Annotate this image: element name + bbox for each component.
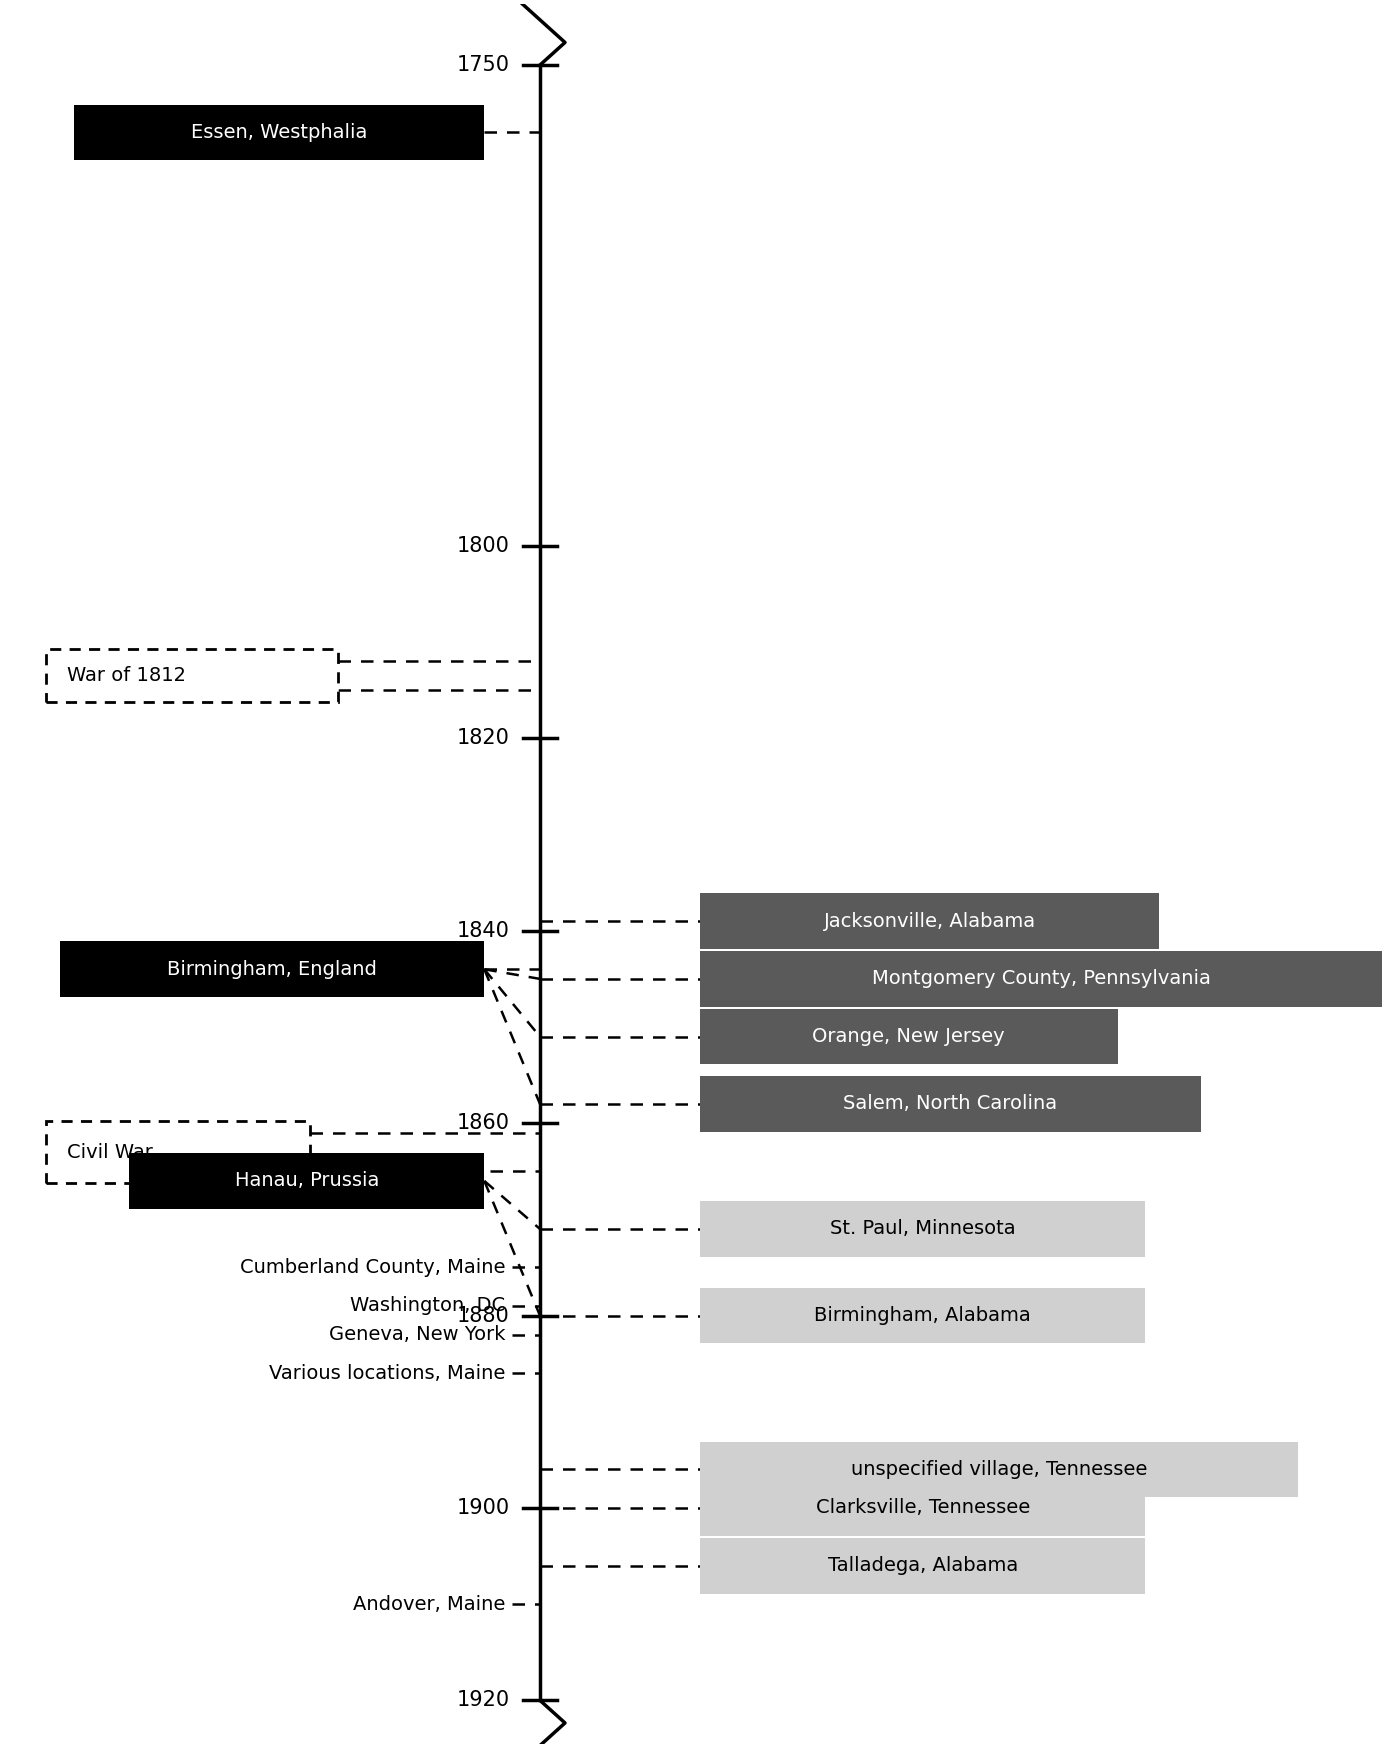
- Text: Clarksville, Tennessee: Clarksville, Tennessee: [816, 1498, 1030, 1517]
- Text: Hanau, Prussia: Hanau, Prussia: [235, 1171, 379, 1190]
- FancyBboxPatch shape: [46, 649, 339, 703]
- Text: Montgomery County, Pennsylvania: Montgomery County, Pennsylvania: [872, 970, 1211, 988]
- FancyBboxPatch shape: [129, 1154, 484, 1208]
- FancyBboxPatch shape: [60, 942, 484, 996]
- FancyBboxPatch shape: [46, 1120, 311, 1183]
- Text: Washington, DC: Washington, DC: [350, 1297, 505, 1316]
- FancyBboxPatch shape: [700, 1009, 1117, 1065]
- Text: Cumberland County, Maine: Cumberland County, Maine: [239, 1259, 505, 1278]
- Text: 1840: 1840: [456, 921, 510, 940]
- FancyBboxPatch shape: [700, 1201, 1145, 1257]
- FancyBboxPatch shape: [700, 1077, 1201, 1131]
- Text: 1900: 1900: [456, 1498, 510, 1517]
- FancyBboxPatch shape: [700, 1288, 1145, 1344]
- FancyBboxPatch shape: [700, 951, 1382, 1007]
- Text: Civil War: Civil War: [67, 1143, 153, 1161]
- Text: unspecified village, Tennessee: unspecified village, Tennessee: [851, 1460, 1148, 1479]
- FancyBboxPatch shape: [74, 105, 484, 161]
- Text: Talladega, Alabama: Talladega, Alabama: [827, 1556, 1018, 1575]
- Text: 1860: 1860: [456, 1113, 510, 1133]
- Text: 1920: 1920: [456, 1690, 510, 1710]
- Text: 1800: 1800: [456, 537, 510, 556]
- Text: 1820: 1820: [456, 729, 510, 748]
- Text: Various locations, Maine: Various locations, Maine: [269, 1363, 505, 1383]
- Text: Birmingham, Alabama: Birmingham, Alabama: [815, 1306, 1030, 1325]
- Text: Salem, North Carolina: Salem, North Carolina: [843, 1094, 1057, 1113]
- FancyBboxPatch shape: [700, 1538, 1145, 1594]
- Text: Essen, Westphalia: Essen, Westphalia: [190, 122, 367, 142]
- Text: 1750: 1750: [456, 54, 510, 75]
- FancyBboxPatch shape: [700, 893, 1159, 949]
- FancyBboxPatch shape: [700, 1442, 1298, 1498]
- Text: 1880: 1880: [456, 1306, 510, 1325]
- Text: Jacksonville, Alabama: Jacksonville, Alabama: [823, 912, 1036, 930]
- Text: St. Paul, Minnesota: St. Paul, Minnesota: [830, 1220, 1015, 1239]
- FancyBboxPatch shape: [700, 1481, 1145, 1536]
- Text: War of 1812: War of 1812: [67, 666, 186, 685]
- Text: Geneva, New York: Geneva, New York: [329, 1325, 505, 1344]
- Text: Andover, Maine: Andover, Maine: [353, 1594, 505, 1613]
- Text: Birmingham, England: Birmingham, England: [167, 960, 377, 979]
- Text: Orange, New Jersey: Orange, New Jersey: [812, 1028, 1005, 1045]
